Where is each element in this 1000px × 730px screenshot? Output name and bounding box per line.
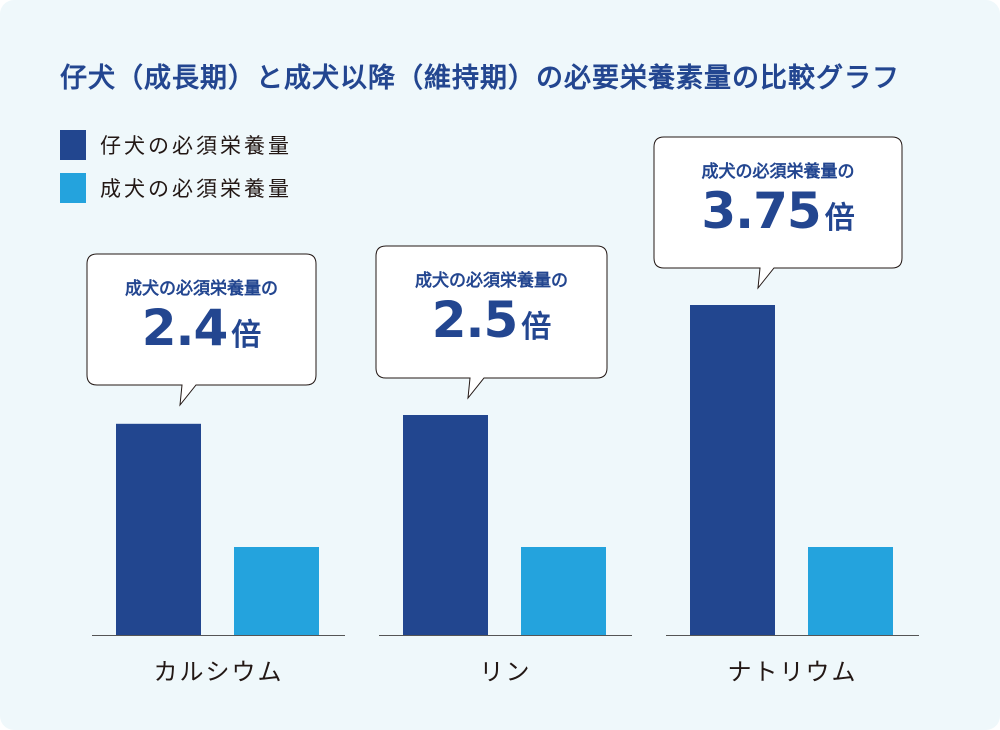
category-label: リン: [479, 658, 532, 686]
callout-value: 3.75: [701, 182, 821, 240]
category-label: カルシウム: [153, 658, 284, 686]
bar-puppy: [403, 415, 488, 635]
callout-value: 2.4: [141, 299, 229, 357]
legend-item-adult: 成犬の必須栄養量: [60, 173, 292, 203]
bar-puppy: [116, 423, 201, 635]
legend-swatch-adult: [60, 173, 86, 203]
legend-label: 仔犬の必須栄養量: [100, 134, 292, 158]
category-label: ナトリウム: [727, 658, 858, 686]
callout-box: [86, 253, 317, 407]
callout-box: [653, 136, 903, 290]
callout-label: 成犬の必須栄養量の: [125, 279, 278, 299]
legend-item-puppy: 仔犬の必須栄養量: [60, 130, 292, 160]
callout-unit: 倍: [521, 310, 552, 345]
bar-adult: [808, 547, 893, 635]
bar-puppy: [690, 305, 775, 635]
callout-unit: 倍: [231, 318, 262, 353]
callout-value: 2.5: [431, 291, 519, 349]
legend-label: 成犬の必須栄養量: [100, 177, 292, 201]
bar-adult: [521, 547, 606, 635]
callout-phosphorus: 成犬の必須栄養量の 2.5 倍: [376, 246, 607, 349]
callout-sodium: 成犬の必須栄養量の 3.75 倍: [654, 137, 902, 240]
callout-box: [375, 245, 608, 400]
chart-title: 仔犬（成長期）と成犬以降（維持期）の必要栄養素量の比較グラフ: [60, 63, 900, 94]
legend-swatch-puppy: [60, 130, 86, 160]
callout-label: 成犬の必須栄養量の: [415, 271, 568, 291]
bar-adult: [234, 547, 319, 635]
callout-calcium: 成犬の必須栄養量の 2.4 倍: [87, 254, 316, 357]
callout-unit: 倍: [824, 201, 855, 236]
callout-label: 成犬の必須栄養量の: [701, 162, 855, 182]
